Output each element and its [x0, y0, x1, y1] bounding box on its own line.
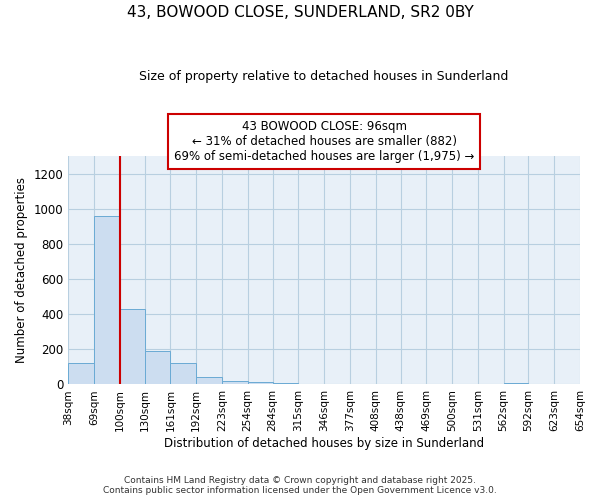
Text: 43, BOWOOD CLOSE, SUNDERLAND, SR2 0BY: 43, BOWOOD CLOSE, SUNDERLAND, SR2 0BY — [127, 5, 473, 20]
Bar — [196, 378, 222, 384]
Bar — [68, 364, 94, 384]
Bar — [503, 382, 529, 384]
Bar — [119, 309, 145, 384]
Bar — [248, 382, 272, 384]
Title: Size of property relative to detached houses in Sunderland: Size of property relative to detached ho… — [139, 70, 509, 83]
Bar — [272, 382, 298, 384]
Text: 43 BOWOOD CLOSE: 96sqm
← 31% of detached houses are smaller (882)
69% of semi-de: 43 BOWOOD CLOSE: 96sqm ← 31% of detached… — [174, 120, 474, 163]
Text: Contains HM Land Registry data © Crown copyright and database right 2025.
Contai: Contains HM Land Registry data © Crown c… — [103, 476, 497, 495]
Bar — [222, 381, 248, 384]
Bar — [170, 364, 196, 384]
Bar — [145, 351, 170, 384]
Y-axis label: Number of detached properties: Number of detached properties — [15, 178, 28, 364]
Bar — [94, 216, 119, 384]
X-axis label: Distribution of detached houses by size in Sunderland: Distribution of detached houses by size … — [164, 437, 484, 450]
